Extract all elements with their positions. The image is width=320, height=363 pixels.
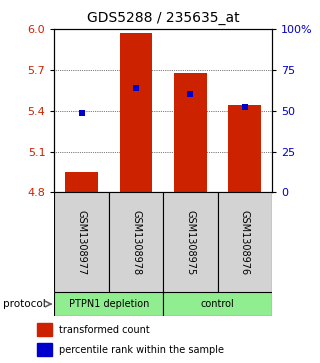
Bar — [65, 172, 98, 192]
Text: GSM1308976: GSM1308976 — [240, 210, 250, 275]
Bar — [109, 192, 163, 292]
Bar — [218, 192, 272, 292]
Text: percentile rank within the sample: percentile rank within the sample — [59, 345, 224, 355]
Bar — [120, 33, 152, 192]
Title: GDS5288 / 235635_at: GDS5288 / 235635_at — [87, 11, 239, 25]
Text: transformed count: transformed count — [59, 325, 150, 335]
Bar — [163, 292, 272, 316]
Bar — [163, 192, 218, 292]
Text: GSM1308975: GSM1308975 — [185, 210, 196, 275]
Text: PTPN1 depletion: PTPN1 depletion — [68, 299, 149, 309]
Text: protocol: protocol — [3, 299, 46, 309]
Bar — [37, 343, 52, 356]
Bar — [174, 73, 207, 192]
Bar — [54, 192, 109, 292]
Text: control: control — [201, 299, 235, 309]
Bar — [37, 323, 52, 336]
Bar — [228, 105, 261, 192]
Text: GSM1308977: GSM1308977 — [76, 210, 87, 275]
Text: GSM1308978: GSM1308978 — [131, 210, 141, 275]
Bar — [54, 292, 163, 316]
